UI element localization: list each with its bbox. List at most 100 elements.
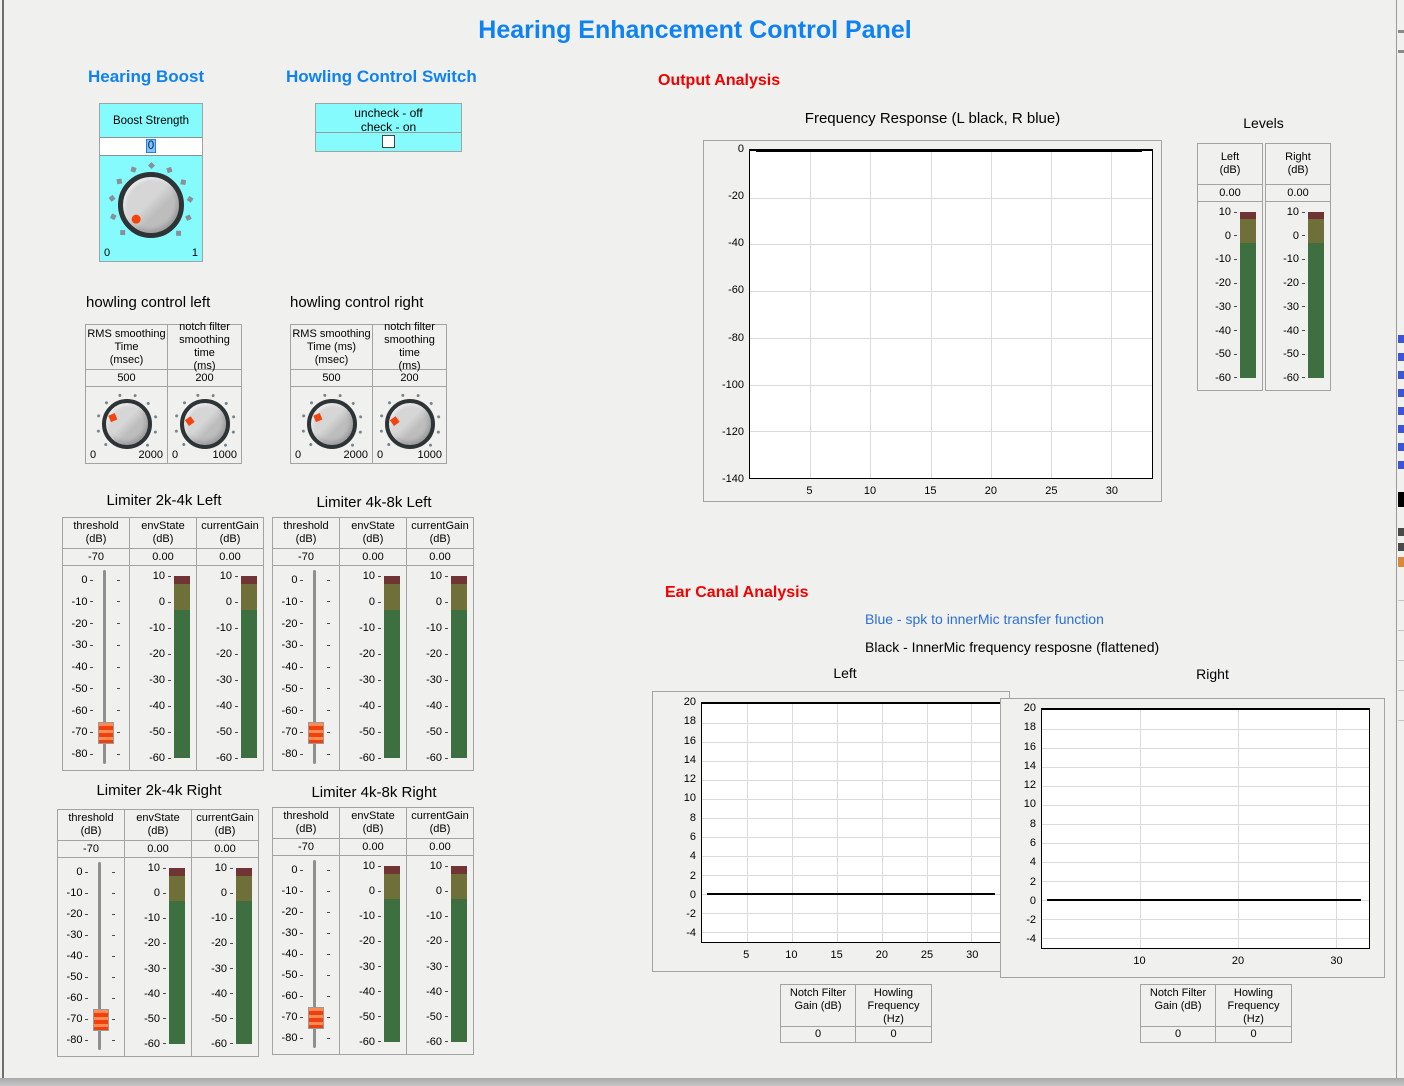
howling-switch-header: Howling Control Switch	[286, 67, 477, 86]
notch-smoothing-knob-right[interactable]	[377, 391, 443, 457]
meter-scale: 10 0 -10 -20 -30 -40 -50 -60	[359, 570, 381, 764]
x-axis: 5 10 15 20 25 30	[743, 949, 979, 961]
x-axis: 10 20 30	[1133, 955, 1343, 967]
limiter-2k4k-right-group: threshold (dB) -70 0 -10 -20 -30 -40 -50 -60 -7…	[57, 809, 259, 1057]
envstate-meter: 10 0 -10 -20 -30 -40 -50 -60	[130, 566, 196, 770]
meter-bar	[1308, 212, 1324, 378]
envstate-meter: 10 0 -10 -20 -30 -40 -50 -60	[340, 856, 406, 1054]
knob-face[interactable]	[101, 399, 152, 449]
boost-strength-knob[interactable]	[107, 161, 195, 249]
legend-blue: Blue - spk to innerMic transfer function	[865, 611, 1104, 627]
knob-min-label: 0	[90, 449, 97, 461]
meter-bar	[384, 866, 400, 1042]
howling-control-left-title: howling control left	[86, 294, 211, 311]
limiter-2k4k-right-title: Limiter 2k-4k Right	[96, 782, 222, 799]
threshold-value: -70	[273, 549, 339, 566]
howling-frequency-label: Howling Frequency (Hz)	[856, 985, 931, 1027]
currentgain-value: 0.00	[197, 549, 263, 566]
notch-smoothing-value: 200	[168, 370, 241, 387]
currentgain-label: currentGain (dB)	[407, 808, 473, 839]
rms-smoothing-knob-left[interactable]	[94, 391, 160, 457]
rms-smoothing-label: RMS smoothing Time (msec)	[86, 325, 167, 370]
limiter-4k8k-left-title: Limiter 4k-8k Left	[316, 494, 432, 511]
threshold-slider[interactable]: 0 -10 -20 -30 -40 -50 -60 -70 -80	[273, 566, 339, 770]
howling-control-right-title: howling control right	[290, 294, 424, 311]
envstate-label: envState (dB)	[340, 808, 406, 839]
envstate-label: envState (dB)	[125, 810, 191, 841]
boost-strength-label: Boost Strength	[112, 114, 190, 127]
threshold-slider-handle[interactable]	[308, 1007, 325, 1029]
notch-smoothing-knob-left[interactable]	[172, 391, 238, 457]
howling-control-right-panel: RMS smoothing Time (ms) (msec) 500 0 200…	[290, 321, 447, 464]
howling-frequency-value: 0	[890, 1028, 897, 1040]
ear-right-indicators: Notch Filter Gain (dB) 0 Howling Frequen…	[1140, 984, 1292, 1043]
meter-scale: 10 0 -10 -20 -30 -40 -50 -60	[216, 570, 238, 764]
howling-control-left-panel: RMS smoothing Time (msec) 500 0 2000 not…	[85, 321, 242, 464]
notch-filter-gain-value: 0	[1174, 1028, 1182, 1040]
slider-scale: 0 -10 -20 -30 -40 -50 -60 -70 -80	[282, 864, 304, 1044]
envstate-value: 0.00	[130, 549, 196, 566]
slider-scale-dashes	[117, 574, 121, 760]
knob-max-label: 2000	[138, 449, 163, 461]
knob-max-label: 1000	[212, 449, 237, 461]
y-axis: 0 -20 -40 -60 -80 -100 -120 -140	[721, 143, 744, 485]
rms-smoothing-value: 500	[86, 370, 167, 387]
y-axis: 20 18 16 14 12 10 8 6 4 2 0 -2 -4	[683, 696, 696, 940]
notch-filter-gain-label: Notch Filter Gain (dB)	[781, 985, 855, 1027]
horizontal-scrollbar[interactable]	[0, 1078, 1404, 1086]
envstate-meter: 10 0 -10 -20 -30 -40 -50 -60	[125, 858, 191, 1056]
threshold-slider-handle[interactable]	[308, 722, 325, 745]
knob-face[interactable]	[306, 399, 357, 449]
howling-control-checkbox[interactable]	[382, 134, 395, 148]
y-axis: 20 18 16 14 12 10 8 6 4 2 0 -2 -4	[1023, 702, 1036, 946]
meter-scale: 10 0 -10 -20 -30 -40 -50 -60	[426, 860, 448, 1048]
threshold-slider[interactable]: 0 -10 -20 -30 -40 -50 -60 -70 -80	[58, 858, 124, 1056]
currentgain-meter: 10 0 -10 -20 -30 -40 -50 -60	[197, 566, 263, 770]
envstate-value: 0.00	[340, 839, 406, 856]
meter-scale: 10 0 -10 -20 -30 -40 -50 -60	[149, 570, 171, 764]
howling-switch-panel: uncheck - off check - on	[315, 103, 462, 152]
meter-bar	[1240, 212, 1256, 378]
envstate-meter: 10 0 -10 -20 -30 -40 -50 -60	[340, 566, 406, 770]
meter-scale: 10 0 -10 -20 -30 -40 -50 -60	[1283, 206, 1305, 384]
meter-scale: 10 0 -10 -20 -30 -40 -50 -60	[211, 862, 233, 1050]
threshold-label: threshold (dB)	[273, 808, 339, 839]
switch-caption: uncheck - off check - on	[316, 104, 461, 134]
clipped-window-edge	[1396, 0, 1404, 1078]
threshold-slider[interactable]: 0 -10 -20 -30 -40 -50 -60 -70 -80	[273, 856, 339, 1054]
threshold-value: -70	[58, 841, 124, 858]
threshold-slider-handle[interactable]	[98, 722, 115, 745]
currentgain-value: 0.00	[407, 549, 473, 566]
ear-canal-right-graph: 20 18 16 14 12 10 8 6 4 2 0 -2 -4 10 20 30	[1000, 698, 1385, 978]
threshold-label: threshold (dB)	[63, 518, 129, 549]
knob-face[interactable]	[118, 172, 184, 238]
plot-area	[1041, 708, 1370, 949]
notch-smoothing-value: 200	[373, 370, 446, 387]
howling-frequency-value: 0	[1250, 1028, 1257, 1040]
knob-pointer-diamond	[389, 416, 400, 427]
limiter-2k4k-left-group: threshold (dB) -70 0 -10 -20 -30 -40 -50 -60 -7…	[62, 517, 264, 771]
slider-scale-dashes	[327, 864, 331, 1044]
boost-strength-input[interactable]: 0	[100, 137, 202, 156]
envstate-value: 0.00	[125, 841, 191, 858]
threshold-value: -70	[63, 549, 129, 566]
meter-bar	[236, 868, 252, 1044]
levels-panel: Left (dB) 0.00 10 0 -10 -20 -30 -40 -50 -60 Rig…	[1197, 143, 1331, 391]
currentgain-meter: 10 0 -10 -20 -30 -40 -50 -60	[407, 856, 473, 1054]
rms-smoothing-knob-right[interactable]	[299, 391, 365, 457]
knob-max-label: 2000	[343, 449, 368, 461]
meter-bar	[384, 576, 400, 758]
notch-filter-gain-value: 0	[814, 1028, 822, 1040]
meter-bar	[451, 576, 467, 758]
level-left-meter: 10 0 -10 -20 -30 -40 -50 -60	[1198, 202, 1262, 390]
meter-scale: 10 0 -10 -20 -30 -40 -50 -60	[144, 862, 166, 1050]
knob-min-label: 0	[295, 449, 302, 461]
threshold-slider[interactable]: 0 -10 -20 -30 -40 -50 -60 -70 -80	[63, 566, 129, 770]
threshold-slider-handle[interactable]	[93, 1009, 110, 1031]
knob-max-label: 1	[191, 247, 198, 259]
knob-pointer-diamond	[107, 413, 117, 423]
meter-bar	[241, 576, 257, 758]
hearing-boost-header: Hearing Boost	[88, 67, 205, 86]
levels-title: Levels	[1243, 115, 1284, 131]
